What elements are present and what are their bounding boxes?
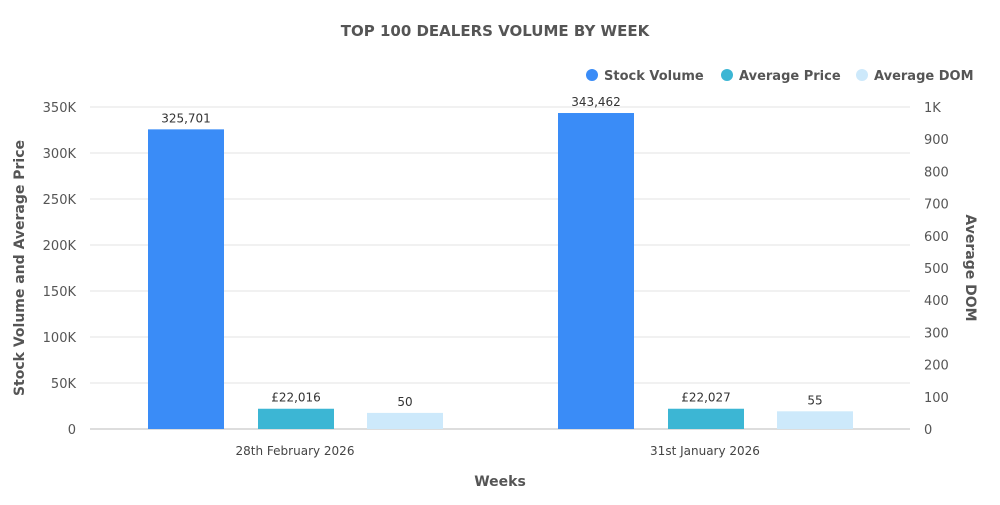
y-tick-label: 0 — [68, 423, 76, 438]
y-tick-label: 200K — [43, 239, 77, 254]
y2-tick-label: 800 — [924, 165, 949, 180]
legend-marker — [721, 69, 733, 81]
data-label: 50 — [397, 395, 412, 409]
bars: 325,701 £22,016 50 343,462 £22,027 55 — [148, 95, 853, 430]
data-label: £22,016 — [271, 391, 321, 405]
bar-average-dom — [367, 412, 443, 429]
data-label: 325,701 — [161, 111, 211, 125]
y-tick-label: 150K — [43, 285, 77, 300]
legend: Stock Volume Average Price Average DOM — [586, 69, 974, 84]
legend-label: Average Price — [739, 69, 841, 84]
bar-average-price — [668, 408, 744, 429]
data-label: 55 — [807, 393, 822, 407]
gridlines — [90, 106, 910, 430]
y2-axis-label: Average DOM — [962, 214, 978, 321]
y2-tick-label: 700 — [924, 198, 949, 213]
x-axis-label: Weeks — [474, 474, 526, 490]
y2-tick-label: 400 — [924, 294, 949, 309]
y-axis-label: Stock Volume and Average Price — [12, 140, 28, 396]
bar-average-price — [258, 408, 334, 429]
y2-tick-label: 900 — [924, 133, 949, 148]
legend-label: Average DOM — [874, 69, 974, 84]
x-tick-label: 31st January 2026 — [650, 444, 760, 458]
y-tick-label: 50K — [51, 377, 77, 392]
data-label: £22,027 — [681, 391, 731, 405]
x-tick-label: 28th February 2026 — [236, 444, 355, 458]
y2-tick-label: 500 — [924, 262, 949, 277]
y2-tick-label: 200 — [924, 359, 949, 374]
y-tick-label: 100K — [43, 331, 77, 346]
y-tick-label: 300K — [43, 147, 77, 162]
legend-marker — [586, 69, 598, 81]
y-tick-label: 350K — [43, 101, 77, 116]
y2-tick-label: 1K — [924, 101, 941, 116]
chart-title: TOP 100 DEALERS VOLUME BY WEEK — [341, 22, 651, 40]
legend-label: Stock Volume — [604, 69, 704, 84]
legend-marker — [856, 69, 868, 81]
y2-tick-label: 600 — [924, 230, 949, 245]
y2-tick-label: 100 — [924, 391, 949, 406]
y2-tick-label: 0 — [924, 423, 932, 438]
bar-stock-volume — [148, 129, 224, 429]
data-label: 343,462 — [571, 95, 621, 109]
bar-average-dom — [777, 411, 853, 429]
right-axis: 0 100 200 300 400 500 600 700 800 900 1K — [924, 101, 949, 438]
y2-tick-label: 300 — [924, 326, 949, 341]
y-tick-label: 250K — [43, 193, 77, 208]
bar-stock-volume — [558, 113, 634, 430]
left-axis: 0 50K 100K 150K 200K 250K 300K 350K — [43, 101, 77, 438]
x-axis: 28th February 2026 31st January 2026 — [236, 444, 760, 458]
